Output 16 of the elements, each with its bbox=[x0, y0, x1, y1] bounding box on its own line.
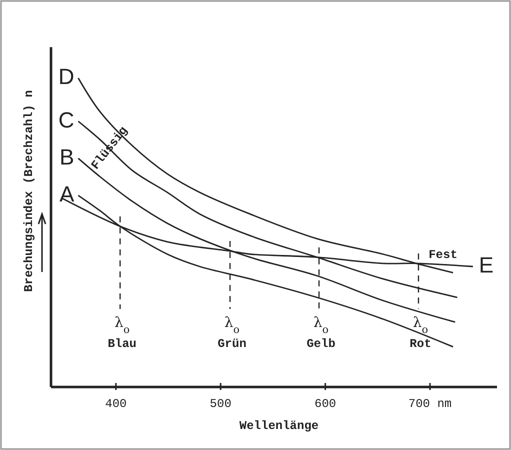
ref-line-label: λ$_{o}$ Gelb bbox=[306, 315, 336, 351]
series-label: C bbox=[58, 107, 74, 132]
series-label: B bbox=[60, 144, 74, 170]
series-label: A bbox=[60, 181, 75, 206]
annotation: Fest bbox=[428, 248, 458, 262]
x-tick-label: 400 bbox=[105, 396, 127, 411]
x-tick-label: 600 bbox=[314, 396, 336, 411]
series-label: D bbox=[58, 64, 74, 89]
series-label: E bbox=[478, 252, 494, 278]
x-tick-label: 700 nm bbox=[408, 396, 452, 411]
ref-line-label: λ$_{o}$ Rot bbox=[410, 315, 432, 351]
y-axis-title: Brechungsindex (Brechzahl) n bbox=[22, 90, 36, 292]
ref-line-label: λ$_{o}$ Grün bbox=[218, 315, 246, 351]
ref-line-label: λ$_{o}$ Blau bbox=[108, 315, 137, 351]
x-tick-label: 500 bbox=[210, 396, 232, 411]
x-axis-title: Wellenlänge bbox=[239, 419, 319, 433]
